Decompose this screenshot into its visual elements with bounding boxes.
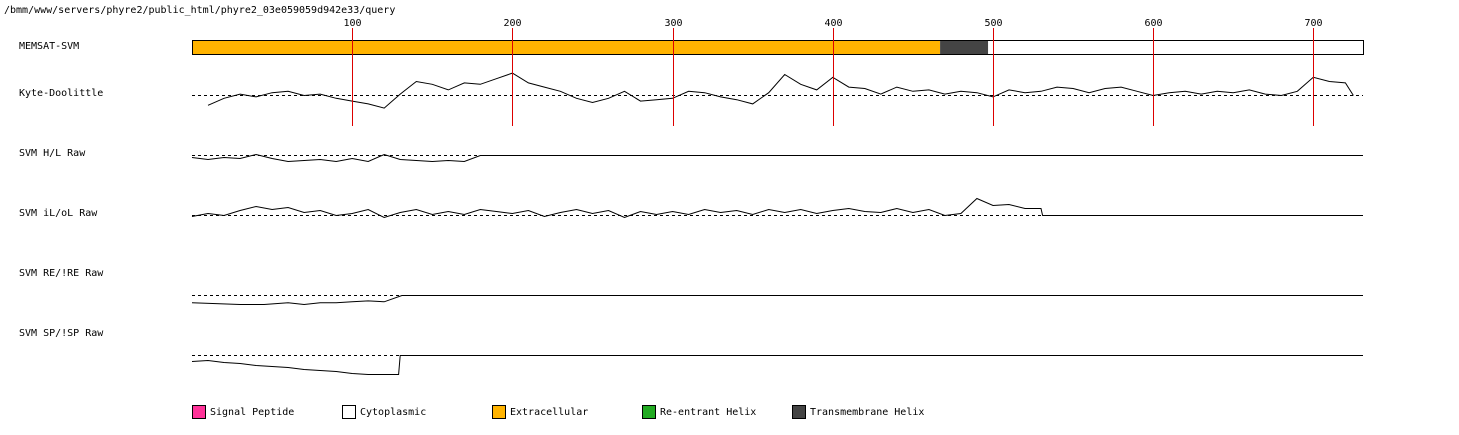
tick-label-100: 100 bbox=[343, 18, 361, 29]
tick-label-400: 400 bbox=[824, 18, 842, 29]
file-path-label: /bmm/www/servers/phyre2/public_html/phyr… bbox=[4, 5, 396, 16]
legend-label: Transmembrane Helix bbox=[810, 406, 925, 418]
track-label-memsat: MEMSAT-SVM bbox=[19, 41, 80, 52]
track-label-svm-il-ol: SVM iL/oL Raw bbox=[19, 208, 98, 219]
legend-item-signal-peptide: Signal Peptide bbox=[192, 405, 294, 419]
svm-hl-line bbox=[191, 153, 1363, 163]
legend-swatch bbox=[492, 405, 506, 419]
phyre-plot: 100 200 300 400 500 600 700 bbox=[191, 18, 1364, 375]
legend-item-transmembrane-helix: Transmembrane Helix bbox=[792, 405, 924, 419]
data-lines bbox=[191, 72, 1363, 375]
legend-swatch bbox=[192, 405, 206, 419]
legend-swatch bbox=[642, 405, 656, 419]
baselines bbox=[192, 95, 1363, 356]
legend-swatch bbox=[792, 405, 806, 419]
legend-label: Extracellular bbox=[510, 406, 589, 418]
tick-lines: 100 200 300 400 500 600 700 bbox=[343, 18, 1323, 126]
tick-label-500: 500 bbox=[984, 18, 1002, 29]
tick-label-300: 300 bbox=[664, 18, 682, 29]
memsat-segment-transmembrane bbox=[940, 40, 989, 55]
legend-item-cytoplasmic: Cytoplasmic bbox=[342, 405, 426, 419]
legend: Signal Peptide Cytoplasmic Extracellular… bbox=[0, 405, 1459, 421]
track-label-kyte-doolittle: Kyte-Doolittle bbox=[19, 88, 104, 99]
tick-label-700: 700 bbox=[1304, 18, 1322, 29]
tick-label-200: 200 bbox=[503, 18, 521, 29]
track-label-svm-hl: SVM H/L Raw bbox=[19, 148, 86, 159]
memsat-track bbox=[192, 40, 1364, 55]
track-label-svm-re: SVM RE/!RE Raw bbox=[19, 268, 104, 279]
legend-item-re-entrant-helix: Re-entrant Helix bbox=[642, 405, 756, 419]
legend-label: Signal Peptide bbox=[210, 406, 295, 418]
svm-sp-line bbox=[191, 355, 1363, 375]
legend-label: Re-entrant Helix bbox=[660, 406, 757, 418]
svm-il-ol-line bbox=[191, 197, 1363, 219]
memsat-segment-extracellular bbox=[192, 40, 941, 55]
memsat-frame bbox=[192, 40, 1364, 55]
memsat-segment-cytoplasmic bbox=[988, 40, 1363, 55]
kyte-doolittle-line bbox=[207, 72, 1354, 109]
tick-label-600: 600 bbox=[1144, 18, 1162, 29]
track-label-svm-sp: SVM SP/!SP Raw bbox=[19, 328, 104, 339]
legend-swatch bbox=[342, 405, 356, 419]
legend-label: Cytoplasmic bbox=[360, 406, 427, 418]
svm-re-line bbox=[191, 295, 1363, 306]
legend-item-extracellular: Extracellular bbox=[492, 405, 588, 419]
